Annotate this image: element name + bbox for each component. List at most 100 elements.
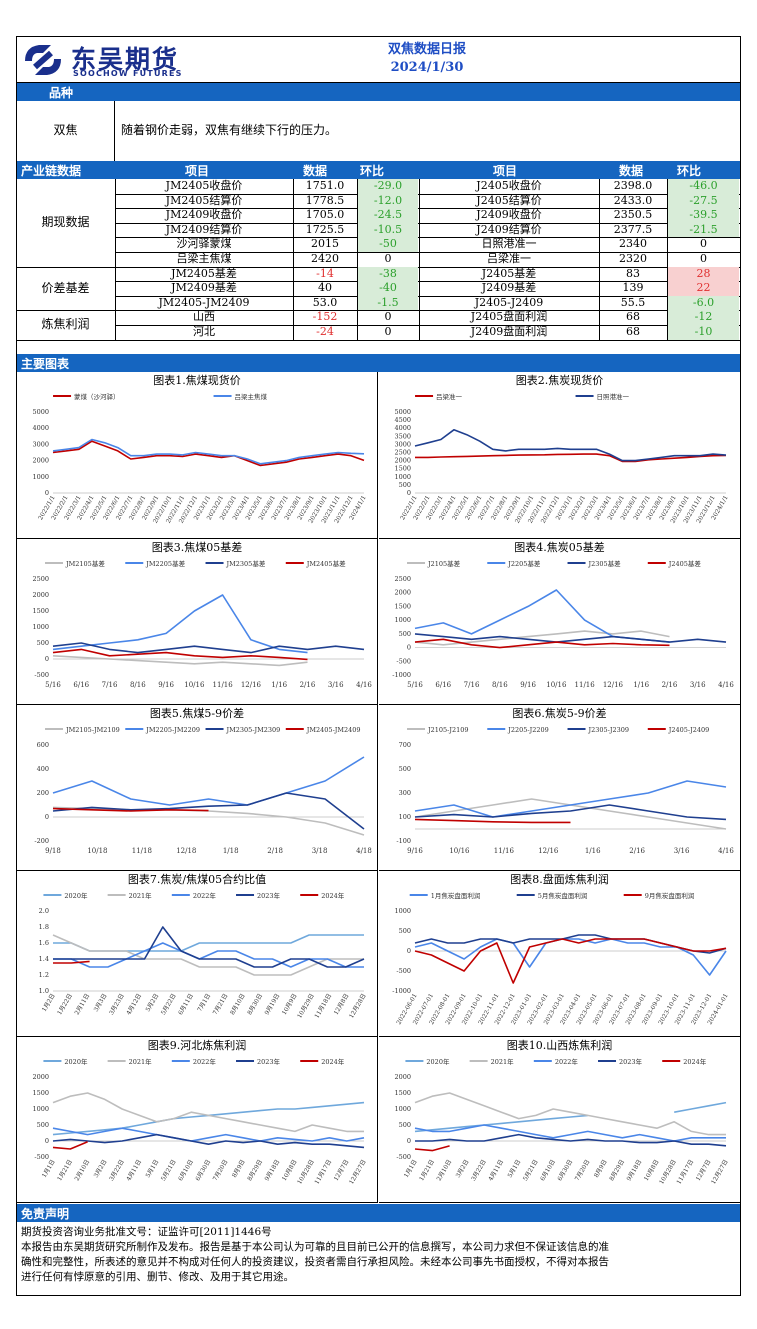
x-tick-label: 7/16 <box>464 681 480 689</box>
chart-c10: 图表10.山西炼焦利润 2020年 2021年 2022年 2023年 2024年 2000… <box>379 1037 740 1203</box>
table-cell-item: 吕梁主焦煤 <box>176 252 232 265</box>
legend-label: J2405-J2409 <box>668 726 710 734</box>
y-tick-label: 500 <box>399 927 411 935</box>
variety-name: 双焦 <box>53 123 78 137</box>
chart-svg: JM2105基差 JM2205基差 JM2305基差 JM2405基差 2500 2000… <box>32 559 372 689</box>
table-cell-item: 日照港准一 <box>481 237 537 251</box>
company-logo: 东吴期货 SOOCHOW FUTURES <box>21 41 191 79</box>
x-tick-label: 10月9日 <box>281 993 299 1017</box>
table-cell-item: JM2405基差 <box>171 266 237 280</box>
table-cell-item: J2405盘面利润 <box>470 310 548 324</box>
legend-label: JM2205-JM2209 <box>145 726 200 734</box>
x-tick-label: 8/16 <box>130 681 146 689</box>
charts-band: 主要图表 <box>17 354 740 372</box>
legend-label: 2024年 <box>683 1057 707 1066</box>
y-tick-label: 0 <box>407 947 411 955</box>
table-cell-item: JM2409结算价 <box>165 222 243 236</box>
series-line-4 <box>415 1133 727 1147</box>
legend-label: JM2105-JM2109 <box>65 726 120 734</box>
x-tick-label: 7月1日 <box>196 993 212 1014</box>
x-tick-label: 11月18日 <box>313 993 333 1020</box>
x-tick-label: 10/16 <box>546 681 567 689</box>
x-tick-label: 7月20日 <box>212 1159 230 1183</box>
x-tick-label: 6月30日 <box>556 1159 574 1183</box>
x-tick-label: 6月30日 <box>194 1159 212 1183</box>
y-tick-label: 2500 <box>394 449 411 457</box>
x-tick-label: 3月23日 <box>108 993 126 1017</box>
x-tick-label: 1月2日 <box>41 993 57 1014</box>
series-line-2 <box>52 438 365 465</box>
x-tick-label: 1月21日 <box>418 1159 436 1183</box>
divider <box>17 266 115 268</box>
col-header-value-left: 数据 <box>303 164 328 178</box>
legend-label: JM2405基差 <box>306 559 346 568</box>
y-tick-label: 4500 <box>394 416 411 424</box>
y-tick-label: 200 <box>37 789 49 797</box>
chart-svg: J2105基差 J2205基差 J2305基差 J2405基差 2500 2000 1500… <box>392 559 734 689</box>
table-cell-value: -152 <box>312 310 338 324</box>
table-cell-item: J2405基差 <box>481 266 537 280</box>
x-tick-label: 4/16 <box>356 681 372 689</box>
y-tick-label: 100 <box>399 813 411 821</box>
legend-label: 2022年 <box>193 891 217 900</box>
charts-band-label: 主要图表 <box>21 357 70 371</box>
y-tick-label: 2000 <box>32 1073 49 1081</box>
table-cell-value: 2015 <box>311 237 339 251</box>
col-header-change-left: 环比 <box>360 164 385 178</box>
column-divider <box>667 179 668 340</box>
x-tick-label: 5月1日 <box>145 1159 161 1180</box>
series-line-2 <box>52 1092 364 1133</box>
chart-c6: 图表6.焦炭5-9价差 J2105-J2109 J2205-J2209 J2305-J… <box>379 705 740 871</box>
legend-label: 2024年 <box>321 891 345 900</box>
table-cell-item: J2405结算价 <box>476 193 542 207</box>
group-label: 期现数据 <box>41 215 90 229</box>
y-tick-label: 2500 <box>394 575 411 583</box>
row-divider <box>115 339 740 341</box>
column-divider <box>115 179 116 340</box>
variety-band-label: 品种 <box>49 86 74 100</box>
y-tick-label: 1000 <box>32 1105 49 1113</box>
disclaimer-text-3: 进行任何有悖原意的引用、删节、修改、及用于其它用途。 <box>21 1271 294 1283</box>
table-cell-value: 1705.0 <box>305 208 345 222</box>
col-header-value-right: 数据 <box>619 164 644 178</box>
x-tick-label: 5月21日 <box>522 1159 540 1183</box>
x-tick-label: 12月27日 <box>710 1159 730 1186</box>
y-tick-label: 2000 <box>394 589 411 597</box>
x-tick-label: 6月10日 <box>177 1159 195 1183</box>
divider <box>114 101 115 161</box>
x-tick-label: 12月28日 <box>348 993 368 1020</box>
y-tick-label: 300 <box>399 789 411 797</box>
y-tick-label: 5000 <box>32 408 49 416</box>
chart-svg: 蒙煤（沙河驿） 吕梁主焦煤5000400030002000100002022/1/… <box>32 392 367 525</box>
row-divider <box>115 193 740 195</box>
legend-label: 2021年 <box>129 891 153 900</box>
series-line-2 <box>414 429 727 462</box>
table-cell-value: 68 <box>626 325 640 338</box>
chart-svg: 2020年 2021年 2022年 2023年 2024年 2.0 1.8 1.6 1.4 1.2… <box>39 891 368 1020</box>
x-tick-label: 10/18 <box>87 847 107 855</box>
row-divider <box>115 208 740 210</box>
chart-c3: 图表3.焦煤05基差 JM2105基差 JM2205基差 JM2305基差 JM2405… <box>17 539 378 705</box>
y-tick-label: 4000 <box>394 424 411 432</box>
y-tick-label: -100 <box>396 837 411 845</box>
disclaimer-text-1: 本报告由东吴期货研究所制作及发布。报告是基于本公司认为可靠的且目前已公开的信息撰… <box>21 1241 609 1253</box>
x-tick-label: 8/16 <box>492 681 508 689</box>
col-header-change-right: 环比 <box>677 164 702 178</box>
legend-label: JM2305基差 <box>226 559 266 568</box>
legend-label: J2305基差 <box>588 559 622 568</box>
table-cell-change: -39.5 <box>668 208 739 223</box>
table-cell-value: 2420 <box>311 252 339 265</box>
series-line-1 <box>52 1101 365 1136</box>
legend-label: 日照港准一 <box>597 392 630 401</box>
variety-comment: 随着钢价走弱，双焦有继续下行的压力。 <box>121 123 338 137</box>
x-tick-label: 3月2日 <box>93 1159 109 1180</box>
row-divider <box>115 237 740 239</box>
x-tick-label: 2月10日 <box>435 1159 453 1183</box>
y-tick-label: 1000 <box>32 623 49 631</box>
series-line-3 <box>414 804 727 821</box>
legend-label: 2020年 <box>64 891 88 900</box>
table-cell-change: -38 <box>358 266 418 282</box>
x-tick-label: 2/16 <box>662 681 678 689</box>
series-line-3 <box>52 642 365 654</box>
x-tick-label: 10/16 <box>184 681 205 689</box>
